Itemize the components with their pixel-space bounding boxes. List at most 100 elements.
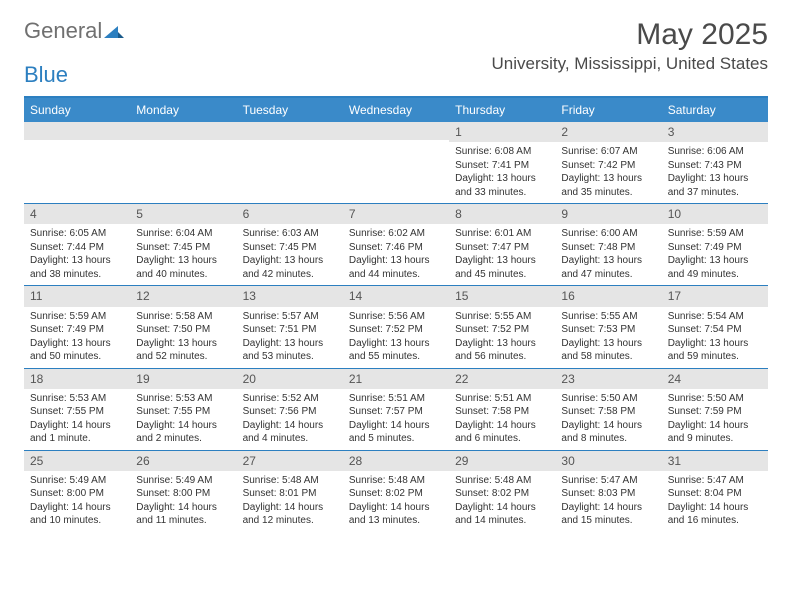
day-daylight1: Daylight: 13 hours — [561, 337, 655, 351]
day-header-cell: Friday — [555, 98, 661, 122]
day-sunrise: Sunrise: 5:59 AM — [668, 227, 762, 241]
day-daylight1: Daylight: 13 hours — [243, 254, 337, 268]
day-daylight2: and 11 minutes. — [136, 514, 230, 528]
day-cell: 3Sunrise: 6:06 AMSunset: 7:43 PMDaylight… — [662, 122, 768, 203]
day-daylight1: Daylight: 13 hours — [561, 254, 655, 268]
logo-text-blue: Blue — [24, 62, 68, 87]
day-cell: 25Sunrise: 5:49 AMSunset: 8:00 PMDayligh… — [24, 451, 130, 532]
day-sunset: Sunset: 7:46 PM — [349, 241, 443, 255]
day-sunrise: Sunrise: 5:47 AM — [561, 474, 655, 488]
day-sunrise: Sunrise: 5:55 AM — [561, 310, 655, 324]
day-sunset: Sunset: 7:54 PM — [668, 323, 762, 337]
day-header-cell: Thursday — [449, 98, 555, 122]
day-daylight1: Daylight: 13 hours — [30, 337, 124, 351]
day-header-cell: Sunday — [24, 98, 130, 122]
day-cell: 12Sunrise: 5:58 AMSunset: 7:50 PMDayligh… — [130, 286, 236, 367]
day-number: 10 — [662, 204, 768, 224]
day-number: 27 — [237, 451, 343, 471]
day-sunset: Sunset: 8:00 PM — [136, 487, 230, 501]
day-daylight2: and 35 minutes. — [561, 186, 655, 200]
day-sunrise: Sunrise: 6:07 AM — [561, 145, 655, 159]
day-daylight1: Daylight: 13 hours — [455, 172, 549, 186]
day-number: 14 — [343, 286, 449, 306]
day-cell — [343, 122, 449, 203]
day-cell: 18Sunrise: 5:53 AMSunset: 7:55 PMDayligh… — [24, 369, 130, 450]
day-number: 4 — [24, 204, 130, 224]
day-sunrise: Sunrise: 5:49 AM — [136, 474, 230, 488]
day-cell: 9Sunrise: 6:00 AMSunset: 7:48 PMDaylight… — [555, 204, 661, 285]
empty-day — [237, 140, 343, 146]
day-sunrise: Sunrise: 5:52 AM — [243, 392, 337, 406]
day-cell: 4Sunrise: 6:05 AMSunset: 7:44 PMDaylight… — [24, 204, 130, 285]
day-sunrise: Sunrise: 5:49 AM — [30, 474, 124, 488]
day-daylight2: and 1 minute. — [30, 432, 124, 446]
day-daylight2: and 38 minutes. — [30, 268, 124, 282]
day-cell: 5Sunrise: 6:04 AMSunset: 7:45 PMDaylight… — [130, 204, 236, 285]
day-cell: 21Sunrise: 5:51 AMSunset: 7:57 PMDayligh… — [343, 369, 449, 450]
day-number: 21 — [343, 369, 449, 389]
day-content: Sunrise: 5:59 AMSunset: 7:49 PMDaylight:… — [24, 307, 130, 368]
day-sunset: Sunset: 7:42 PM — [561, 159, 655, 173]
month-year-title: May 2025 — [492, 18, 769, 52]
day-header-cell: Tuesday — [237, 98, 343, 122]
day-sunrise: Sunrise: 6:04 AM — [136, 227, 230, 241]
day-sunrise: Sunrise: 5:56 AM — [349, 310, 443, 324]
day-daylight1: Daylight: 14 hours — [136, 501, 230, 515]
day-sunrise: Sunrise: 5:58 AM — [136, 310, 230, 324]
day-number — [130, 122, 236, 140]
day-content: Sunrise: 5:49 AMSunset: 8:00 PMDaylight:… — [130, 471, 236, 532]
day-sunset: Sunset: 7:53 PM — [561, 323, 655, 337]
calendar-page: General May 2025 University, Mississippi… — [0, 0, 792, 542]
day-number: 31 — [662, 451, 768, 471]
week-row: 25Sunrise: 5:49 AMSunset: 8:00 PMDayligh… — [24, 450, 768, 532]
empty-day — [24, 140, 130, 146]
day-sunset: Sunset: 7:55 PM — [30, 405, 124, 419]
day-number: 22 — [449, 369, 555, 389]
day-sunset: Sunset: 8:02 PM — [455, 487, 549, 501]
day-daylight2: and 2 minutes. — [136, 432, 230, 446]
day-sunset: Sunset: 7:58 PM — [455, 405, 549, 419]
day-content: Sunrise: 5:50 AMSunset: 7:58 PMDaylight:… — [555, 389, 661, 450]
day-sunrise: Sunrise: 6:08 AM — [455, 145, 549, 159]
empty-day — [343, 140, 449, 146]
day-number: 11 — [24, 286, 130, 306]
day-number: 23 — [555, 369, 661, 389]
day-cell: 10Sunrise: 5:59 AMSunset: 7:49 PMDayligh… — [662, 204, 768, 285]
day-sunset: Sunset: 7:49 PM — [30, 323, 124, 337]
day-sunrise: Sunrise: 5:50 AM — [668, 392, 762, 406]
day-cell: 22Sunrise: 5:51 AMSunset: 7:58 PMDayligh… — [449, 369, 555, 450]
day-daylight2: and 37 minutes. — [668, 186, 762, 200]
day-daylight1: Daylight: 14 hours — [561, 501, 655, 515]
logo: General — [24, 18, 124, 44]
day-daylight1: Daylight: 13 hours — [455, 337, 549, 351]
day-content: Sunrise: 5:59 AMSunset: 7:49 PMDaylight:… — [662, 224, 768, 285]
day-content: Sunrise: 5:53 AMSunset: 7:55 PMDaylight:… — [130, 389, 236, 450]
day-sunrise: Sunrise: 5:53 AM — [136, 392, 230, 406]
day-sunset: Sunset: 8:04 PM — [668, 487, 762, 501]
day-daylight1: Daylight: 14 hours — [349, 501, 443, 515]
day-header-cell: Saturday — [662, 98, 768, 122]
day-number: 3 — [662, 122, 768, 142]
day-cell: 6Sunrise: 6:03 AMSunset: 7:45 PMDaylight… — [237, 204, 343, 285]
day-sunrise: Sunrise: 6:06 AM — [668, 145, 762, 159]
day-number: 20 — [237, 369, 343, 389]
day-number: 5 — [130, 204, 236, 224]
day-sunrise: Sunrise: 6:01 AM — [455, 227, 549, 241]
day-daylight2: and 33 minutes. — [455, 186, 549, 200]
day-content: Sunrise: 5:49 AMSunset: 8:00 PMDaylight:… — [24, 471, 130, 532]
day-daylight1: Daylight: 13 hours — [349, 254, 443, 268]
day-daylight2: and 59 minutes. — [668, 350, 762, 364]
day-sunset: Sunset: 7:52 PM — [349, 323, 443, 337]
day-daylight1: Daylight: 14 hours — [243, 501, 337, 515]
day-daylight1: Daylight: 14 hours — [349, 419, 443, 433]
day-daylight1: Daylight: 13 hours — [136, 337, 230, 351]
day-daylight2: and 14 minutes. — [455, 514, 549, 528]
title-block: May 2025 University, Mississippi, United… — [492, 18, 769, 74]
day-sunrise: Sunrise: 5:50 AM — [561, 392, 655, 406]
day-content: Sunrise: 6:00 AMSunset: 7:48 PMDaylight:… — [555, 224, 661, 285]
day-cell: 14Sunrise: 5:56 AMSunset: 7:52 PMDayligh… — [343, 286, 449, 367]
day-daylight1: Daylight: 14 hours — [136, 419, 230, 433]
day-number: 30 — [555, 451, 661, 471]
day-cell: 15Sunrise: 5:55 AMSunset: 7:52 PMDayligh… — [449, 286, 555, 367]
day-sunrise: Sunrise: 5:48 AM — [243, 474, 337, 488]
